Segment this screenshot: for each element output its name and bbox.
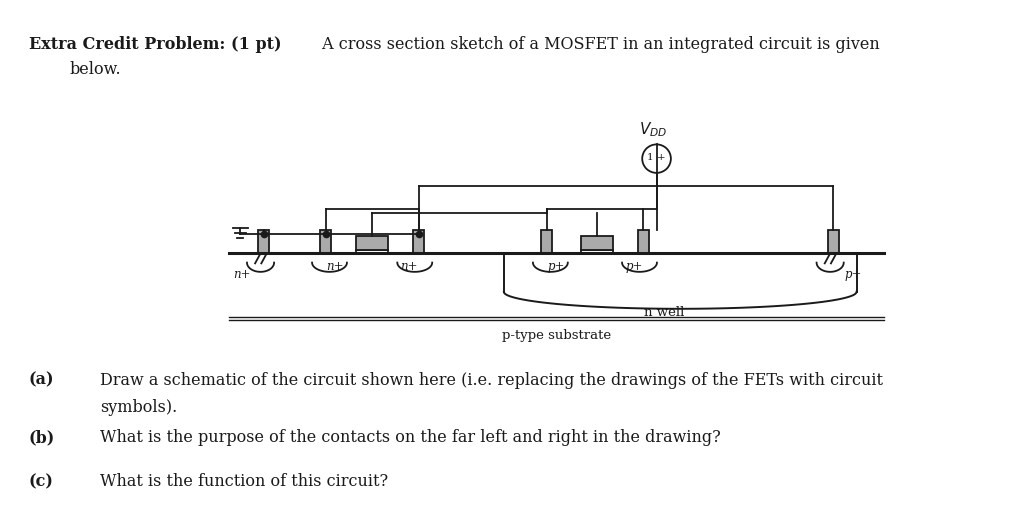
Bar: [541, 230, 552, 253]
Text: p+: p+: [844, 268, 861, 281]
Text: (a): (a): [29, 372, 54, 389]
Bar: [827, 230, 839, 253]
Text: n+: n+: [400, 259, 418, 272]
Bar: [356, 250, 388, 253]
Text: n well: n well: [644, 306, 685, 319]
Text: What is the function of this circuit?: What is the function of this circuit?: [100, 473, 388, 490]
Text: $V_{DD}$: $V_{DD}$: [639, 120, 667, 139]
Text: p+: p+: [547, 259, 564, 272]
Text: (b): (b): [29, 429, 55, 446]
Text: A cross section sketch of a MOSFET in an integrated circuit is given: A cross section sketch of a MOSFET in an…: [317, 36, 881, 54]
Text: Draw a schematic of the circuit shown here (i.e. replacing the drawings of the F: Draw a schematic of the circuit shown he…: [100, 372, 884, 389]
Text: n+: n+: [327, 259, 344, 272]
Text: symbols).: symbols).: [100, 399, 177, 416]
Bar: [581, 236, 613, 250]
Bar: [321, 230, 331, 253]
Bar: [638, 230, 649, 253]
Text: n+: n+: [233, 268, 251, 281]
Text: below.: below.: [70, 61, 121, 79]
Text: p+: p+: [626, 259, 643, 272]
Text: What is the purpose of the contacts on the far left and right in the drawing?: What is the purpose of the contacts on t…: [100, 429, 721, 446]
Text: (c): (c): [29, 473, 53, 490]
Text: 1 +: 1 +: [647, 153, 666, 162]
Bar: [258, 230, 269, 253]
Bar: [414, 230, 424, 253]
Text: p-type substrate: p-type substrate: [502, 329, 610, 342]
Bar: [356, 236, 388, 250]
Bar: [581, 250, 613, 253]
Text: Extra Credit Problem: (1 pt): Extra Credit Problem: (1 pt): [29, 36, 282, 54]
